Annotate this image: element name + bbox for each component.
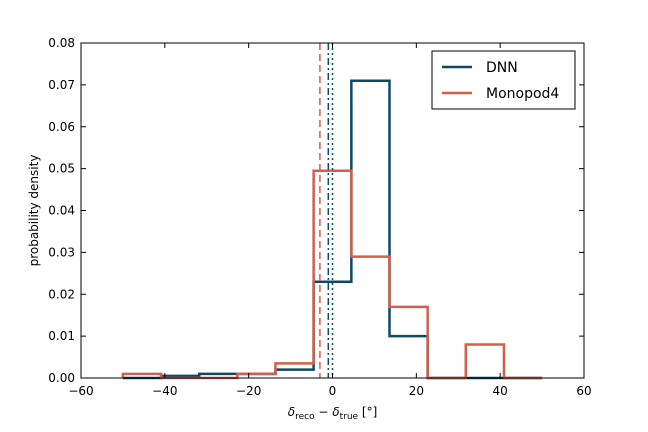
y-tick-label: 0.08	[48, 36, 75, 50]
x-axis-label: δreco − δtrue [°]	[288, 405, 378, 422]
legend-label-monopod4: Monopod4	[486, 86, 559, 102]
y-tick-label: 0.01	[48, 329, 75, 343]
x-tick-label: −60	[68, 384, 93, 398]
y-axis-label: probability density	[27, 155, 41, 267]
x-tick-label: 60	[576, 384, 591, 398]
x-tick-label: 20	[409, 384, 424, 398]
y-tick-label: 0.07	[48, 78, 75, 92]
y-tick-label: 0.04	[48, 204, 75, 218]
x-tick-label: −20	[236, 384, 261, 398]
axes: −60 −40 −20 0 20 40 60 0.00 0.01 0.02 0.03 0.04 0.05…	[27, 36, 592, 422]
x-tick-label: 0	[329, 384, 337, 398]
y-tick-label: 0.00	[48, 371, 75, 385]
x-tick-label: 40	[493, 384, 508, 398]
legend: DNN Monopod4	[431, 50, 576, 110]
x-tick-label: −40	[152, 384, 177, 398]
legend-label-dnn: DNN	[486, 60, 518, 76]
y-tick-label: 0.02	[48, 287, 75, 301]
y-tick-label: 0.03	[48, 245, 75, 259]
y-tick-label: 0.06	[48, 120, 75, 134]
legend-box	[431, 50, 576, 110]
y-tick-label: 0.05	[48, 162, 75, 176]
